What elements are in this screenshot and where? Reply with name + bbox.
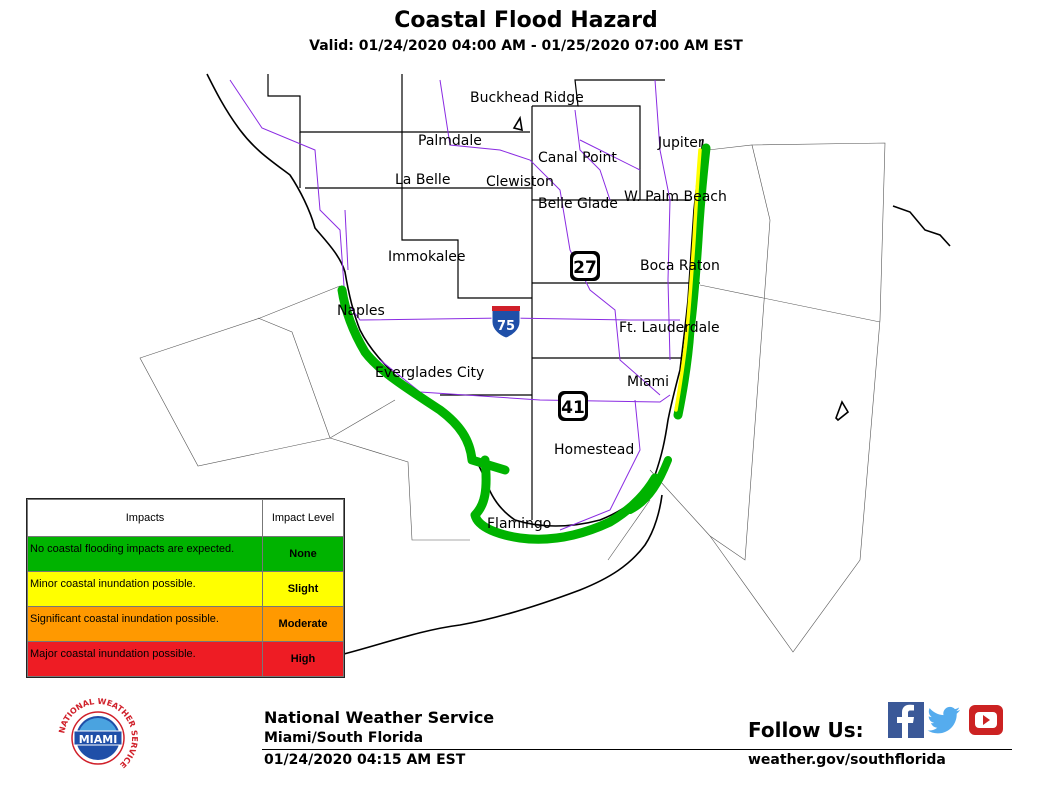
legend-level: Slight — [262, 571, 344, 607]
city-label: La Belle — [395, 172, 450, 188]
map-title: Coastal Flood Hazard — [394, 8, 658, 33]
impact-legend: Impacts Impact Level No coastal flooding… — [26, 498, 345, 678]
city-label: Boca Raton — [640, 258, 720, 274]
county-lines — [267, 74, 700, 520]
legend-impact: Major coastal inundation possible. — [27, 641, 263, 677]
city-label: Miami — [627, 374, 669, 390]
org-name: National Weather Service — [264, 708, 495, 727]
legend-row-moderate: Significant coastal inundation possible.… — [27, 606, 344, 642]
city-label: Flamingo — [487, 516, 551, 532]
svg-text:41: 41 — [561, 398, 585, 418]
follow-us-label: Follow Us: — [748, 718, 864, 742]
city-label: W. Palm Beach — [624, 189, 727, 205]
office-name: Miami/South Florida — [264, 730, 424, 746]
valid-period: Valid: 01/24/2020 04:00 AM - 01/25/2020 … — [309, 38, 743, 54]
hazard-map: Buckhead Ridge Palmdale Canal Point Jupi… — [139, 73, 951, 656]
city-label: Buckhead Ridge — [470, 90, 584, 106]
website-link[interactable]: weather.gov/southflorida — [748, 752, 946, 768]
legend-impact: Significant coastal inundation possible. — [27, 606, 263, 642]
legend-level: None — [262, 536, 344, 572]
nws-miami-logo: MIAMI NATIONAL WEATHER SERVICE — [57, 697, 139, 770]
city-labels: Buckhead Ridge Palmdale Canal Point Jupi… — [337, 90, 727, 532]
legend-level: High — [262, 641, 344, 677]
legend-row-none: No coastal flooding impacts are expected… — [27, 536, 344, 572]
roads — [229, 79, 680, 531]
city-label: Immokalee — [388, 249, 466, 265]
city-label: Belle Glade — [538, 196, 618, 212]
city-label: Jupiter — [657, 135, 704, 151]
legend-header-impacts: Impacts — [27, 499, 263, 537]
i75-shield: 75 — [491, 305, 521, 339]
youtube-icon[interactable] — [968, 702, 1004, 738]
svg-text:27: 27 — [573, 258, 597, 278]
issued-time: 01/24/2020 04:15 AM EST — [264, 752, 466, 768]
city-label: Homestead — [554, 442, 634, 458]
legend-header-level: Impact Level — [262, 499, 344, 537]
city-label: Everglades City — [375, 365, 484, 381]
city-label: Canal Point — [538, 150, 617, 166]
city-label: Naples — [337, 303, 385, 319]
twitter-icon[interactable] — [926, 702, 962, 738]
legend-impact: Minor coastal inundation possible. — [27, 571, 263, 607]
us41-shield: 41 — [558, 391, 588, 421]
us27-shield: 27 — [570, 251, 600, 281]
legend-impact: No coastal flooding impacts are expected… — [27, 536, 263, 572]
legend-level: Moderate — [262, 606, 344, 642]
footer-divider — [262, 749, 1012, 750]
city-label: Clewiston — [486, 174, 554, 190]
city-label: Palmdale — [418, 133, 482, 149]
logo-text: MIAMI — [79, 733, 118, 746]
hazard-bands — [337, 143, 711, 544]
city-label: Ft. Lauderdale — [619, 320, 720, 336]
legend-row-high: Major coastal inundation possible. High — [27, 641, 344, 677]
facebook-icon[interactable] — [888, 702, 924, 738]
legend-row-slight: Minor coastal inundation possible. Sligh… — [27, 571, 344, 607]
marine-zones — [139, 142, 886, 653]
svg-text:75: 75 — [497, 319, 515, 334]
